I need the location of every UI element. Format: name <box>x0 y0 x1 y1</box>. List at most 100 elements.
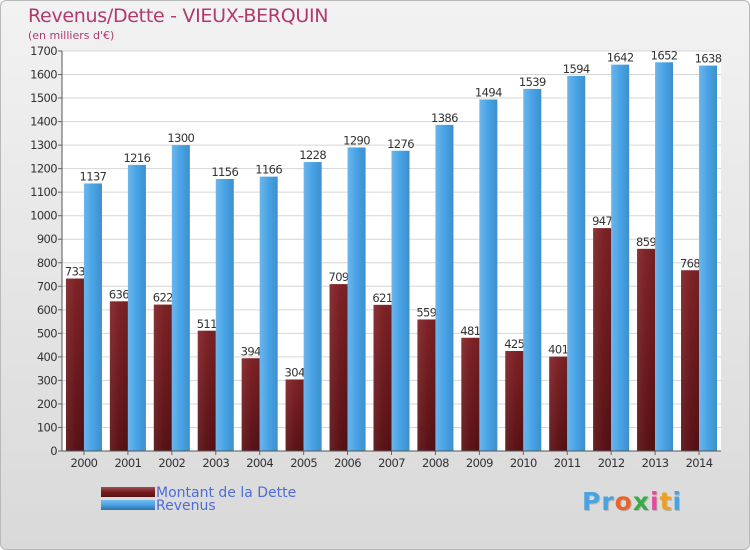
revenue-value-label: 1539 <box>519 75 546 89</box>
debt-value-label: 394 <box>241 344 261 358</box>
debt-bar-shade <box>461 337 480 451</box>
x-tick-label: 2014 <box>686 456 713 470</box>
debt-value-label: 425 <box>504 337 524 351</box>
debt-value-label: 947 <box>592 214 612 228</box>
debt-bar-shade <box>329 284 348 451</box>
debt-bar-shade <box>681 270 700 451</box>
proxiti-logo: Proxiti <box>582 487 682 516</box>
x-tick-label: 2002 <box>158 456 185 470</box>
debt-value-label: 859 <box>636 235 656 249</box>
revenue-bar <box>127 164 146 451</box>
x-tick-label: 2013 <box>642 456 669 470</box>
revenue-bar <box>567 75 586 452</box>
y-tick-label: 800 <box>37 256 57 270</box>
y-tick-label: 1300 <box>30 138 57 152</box>
debt-value-label: 401 <box>548 343 568 357</box>
debt-bar-shade <box>65 278 84 451</box>
y-tick-label: 1400 <box>30 115 57 129</box>
revenue-bar <box>523 88 542 451</box>
debt-value-label: 511 <box>197 317 217 331</box>
x-tick-label: 2001 <box>114 456 141 470</box>
logo-letter: o <box>614 487 633 516</box>
y-tick-label: 100 <box>37 420 57 434</box>
debt-value-label: 636 <box>109 287 129 301</box>
debt-value-label: 733 <box>65 265 85 279</box>
y-tick-label: 1100 <box>30 185 57 199</box>
y-tick-label: 1200 <box>30 162 57 176</box>
revenue-value-label: 1638 <box>695 52 722 66</box>
x-tick-label: 2006 <box>334 456 361 470</box>
debt-value-label: 622 <box>153 291 173 305</box>
y-tick-label: 700 <box>37 279 57 293</box>
debt-bar-shade <box>285 379 304 451</box>
revenue-value-label: 1594 <box>563 62 590 76</box>
debt-bar-shade <box>373 304 392 451</box>
debt-bar-shade <box>197 330 216 451</box>
revenue-value-label: 1228 <box>299 148 326 162</box>
y-tick-label: 1600 <box>30 68 57 82</box>
x-tick-label: 2010 <box>510 456 537 470</box>
revenue-value-label: 1276 <box>387 137 414 151</box>
y-tick-label: 900 <box>37 232 57 246</box>
logo-letter: P <box>582 487 602 516</box>
logo-letter: x <box>632 487 650 516</box>
debt-bar-shade <box>241 358 260 451</box>
revenue-bar <box>83 183 102 451</box>
revenue-value-label: 1137 <box>80 169 107 183</box>
revenue-bar <box>435 124 454 451</box>
revenue-value-label: 1386 <box>431 111 458 125</box>
x-tick-label: 2004 <box>246 456 273 470</box>
debt-bar-shade <box>637 248 656 451</box>
logo-letter: i <box>672 487 683 516</box>
revenue-bar <box>699 65 718 452</box>
revenue-bar <box>259 176 278 451</box>
y-tick-label: 500 <box>37 326 57 340</box>
y-tick-label: 1700 <box>30 44 57 58</box>
chart-title: Revenus/Dette - VIEUX-BERQUIN <box>28 5 329 27</box>
logo-letter: t <box>659 487 673 516</box>
y-tick-label: 300 <box>37 373 57 387</box>
revenue-value-label: 1642 <box>607 51 634 65</box>
logo-letter: i <box>650 487 660 516</box>
debt-bar-shade <box>593 228 612 451</box>
legend-swatch-dette <box>101 487 155 497</box>
revenue-bar <box>171 145 190 451</box>
debt-bar-shade <box>505 351 524 451</box>
revenue-value-label: 1494 <box>475 85 502 99</box>
revenue-bar <box>611 64 630 451</box>
debt-value-label: 768 <box>680 256 700 270</box>
revenue-bar <box>303 162 322 451</box>
revenue-value-label: 1652 <box>651 48 678 62</box>
legend-label-revenus: Revenus <box>156 498 216 514</box>
x-tick-label: 2009 <box>466 456 493 470</box>
debt-bar-shade <box>153 304 172 451</box>
revenue-bar <box>479 99 498 452</box>
legend-swatch-revenus <box>101 500 155 510</box>
debt-value-label: 559 <box>416 305 436 319</box>
x-tick-label: 2008 <box>422 456 449 470</box>
revenue-bar <box>655 62 674 451</box>
y-tick-label: 1000 <box>30 209 57 223</box>
debt-bar-shade <box>109 301 128 451</box>
y-tick-label: 600 <box>37 303 57 317</box>
x-tick-label: 2007 <box>378 456 405 470</box>
legend-label-dette: Montant de la Dette <box>156 485 297 501</box>
revenue-value-label: 1166 <box>255 163 282 177</box>
debt-bar-shade <box>549 356 568 451</box>
x-tick-label: 2005 <box>290 456 317 470</box>
x-tick-label: 2012 <box>598 456 625 470</box>
y-tick-label: 0 <box>50 444 57 458</box>
revenue-value-label: 1216 <box>123 151 150 165</box>
debt-bar-shade <box>417 319 436 451</box>
revenue-bar <box>347 147 366 451</box>
debt-value-label: 304 <box>285 365 305 379</box>
revenue-value-label: 1290 <box>343 133 370 147</box>
debt-value-label: 621 <box>372 291 392 305</box>
x-tick-label: 2003 <box>202 456 229 470</box>
x-tick-label: 2011 <box>554 456 581 470</box>
revenue-bar <box>391 150 410 451</box>
y-tick-label: 400 <box>37 350 57 364</box>
chart-subtitle: (en milliers d'€) <box>28 29 115 42</box>
